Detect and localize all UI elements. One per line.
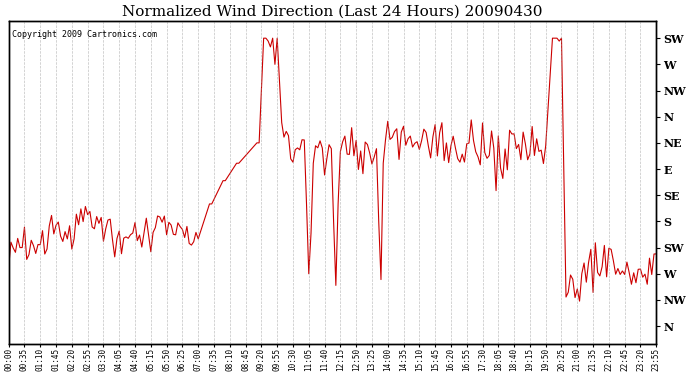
- Title: Normalized Wind Direction (Last 24 Hours) 20090430: Normalized Wind Direction (Last 24 Hours…: [122, 4, 543, 18]
- Text: Copyright 2009 Cartronics.com: Copyright 2009 Cartronics.com: [12, 30, 157, 39]
